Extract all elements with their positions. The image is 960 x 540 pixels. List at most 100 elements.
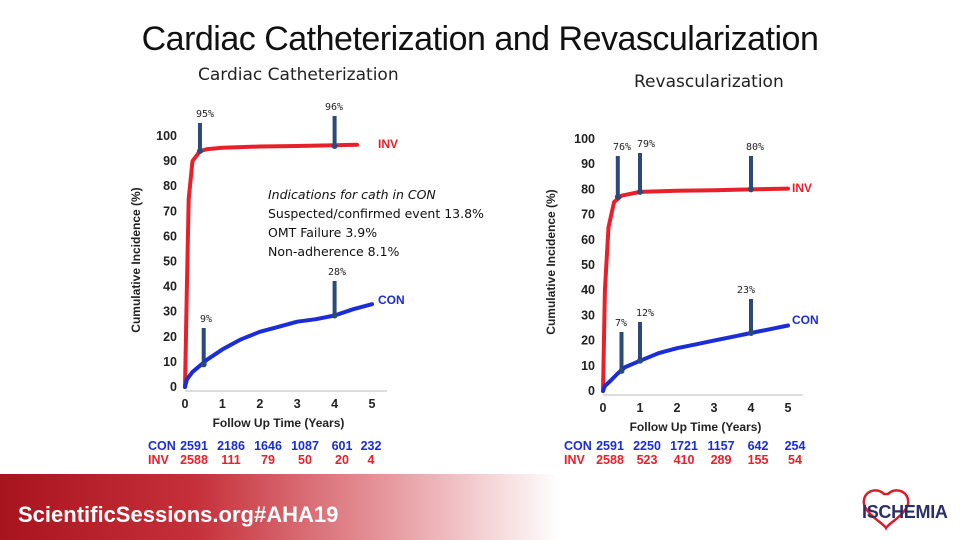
callout-label: 96% (325, 102, 343, 113)
series-line-con (183, 302, 374, 389)
x-tick-label: 4 (748, 401, 755, 415)
callout-bar (749, 299, 753, 334)
callout-bar (615, 156, 620, 197)
series-label-inv: INV (792, 181, 812, 195)
risk-value: 289 (711, 453, 732, 467)
y-tick-label: 60 (581, 233, 595, 247)
x-tick-label: 5 (785, 401, 792, 415)
ischemia-logo-text: ISCHEMIA (862, 502, 948, 522)
risk-value: 232 (361, 439, 382, 453)
x-tick-label: 5 (369, 397, 376, 411)
y-tick-label: 50 (581, 258, 595, 272)
callout-label: 23% (737, 285, 755, 296)
risk-value: 155 (748, 453, 769, 467)
x-tick-label: 0 (600, 401, 607, 415)
y-tick-label: 100 (156, 129, 177, 143)
callout-point (748, 330, 754, 337)
series-line-inv (601, 186, 790, 393)
y-axis-label: Cumulative Incidence (%) (544, 189, 558, 334)
risk-value: 523 (637, 453, 658, 467)
y-tick-label: 60 (163, 229, 177, 243)
risk-row-name: CON (148, 439, 176, 453)
heart-logo-icon (862, 489, 910, 531)
callout-point (637, 357, 643, 364)
y-tick-label: 20 (163, 330, 177, 344)
callout-label: 79% (637, 139, 655, 150)
risk-row-name: INV (564, 453, 586, 467)
y-tick-label: 90 (581, 157, 595, 171)
x-tick-label: 0 (182, 397, 189, 411)
series-line-inv (183, 142, 359, 389)
risk-value: 1157 (707, 439, 734, 453)
callout-label: 9% (200, 314, 212, 325)
callout-label: 76% (613, 142, 631, 153)
y-tick-label: 10 (581, 359, 595, 373)
callout-point (200, 361, 207, 368)
callout-point (614, 193, 621, 200)
risk-value: 4 (368, 453, 375, 467)
x-axis-label: Follow Up Time (Years) (630, 420, 762, 434)
series-label-inv: INV (378, 137, 398, 151)
callout-label: 28% (328, 267, 346, 278)
x-tick-label: 1 (219, 397, 226, 411)
callout-point (637, 188, 643, 195)
x-tick-label: 3 (294, 397, 301, 411)
y-axis-label: Cumulative Incidence (%) (129, 187, 143, 332)
risk-value: 2588 (596, 453, 624, 467)
risk-value: 111 (221, 453, 241, 467)
risk-value: 2591 (596, 439, 624, 453)
callout-label: 95% (196, 109, 214, 120)
risk-row-name: INV (148, 453, 170, 467)
risk-value: 2186 (217, 439, 245, 453)
y-tick-label: 40 (581, 283, 595, 297)
y-tick-label: 40 (163, 280, 177, 294)
y-tick-label: 0 (588, 384, 595, 398)
cath-indications-note: Indications for cath in CON Suspected/co… (268, 185, 484, 261)
y-tick-label: 30 (581, 308, 595, 322)
risk-value: 20 (335, 453, 349, 467)
risk-value: 79 (261, 453, 275, 467)
risk-value: 601 (332, 439, 353, 453)
y-tick-label: 0 (170, 380, 177, 394)
y-tick-label: 80 (581, 182, 595, 196)
note-line: Non-adherence 8.1% (268, 244, 400, 259)
x-tick-label: 1 (637, 401, 644, 415)
chart-left-title: Cardiac Catheterization (198, 65, 399, 85)
x-tick-label: 2 (256, 397, 263, 411)
series-line-con (601, 323, 790, 393)
x-tick-label: 4 (331, 397, 338, 411)
slide-title: Cardiac Catheterization and Revasculariz… (141, 20, 819, 58)
y-tick-label: 70 (581, 208, 595, 222)
risk-value: 1721 (670, 439, 698, 453)
note-heading: Indications for cath in CON (268, 187, 436, 202)
callout-bar (619, 332, 624, 371)
callout-label: 12% (636, 308, 654, 319)
callout-bar (332, 116, 337, 147)
risk-row-name: CON (564, 439, 592, 453)
y-tick-label: 100 (574, 132, 595, 146)
note-line: Suspected/confirmed event 13.8% (268, 206, 484, 221)
risk-value: 1646 (254, 439, 282, 453)
callout-bar (201, 328, 206, 365)
callout-bar (638, 322, 642, 361)
series-label-con: CON (378, 293, 405, 307)
x-tick-label: 3 (711, 401, 718, 415)
risk-value: 642 (748, 439, 769, 453)
callout-point (331, 312, 338, 319)
series-label-con: CON (792, 313, 819, 327)
y-tick-label: 90 (163, 154, 177, 168)
callout-bar (197, 123, 202, 152)
callout-point (748, 186, 754, 193)
risk-value: 54 (788, 453, 802, 467)
callout-point (331, 143, 338, 150)
risk-value: 2250 (633, 439, 661, 453)
y-tick-label: 10 (163, 355, 177, 369)
callout-bar (638, 153, 642, 192)
callout-bar (332, 281, 337, 316)
y-tick-label: 80 (163, 179, 177, 193)
risk-value: 2588 (180, 453, 208, 467)
footer-banner (0, 474, 560, 540)
